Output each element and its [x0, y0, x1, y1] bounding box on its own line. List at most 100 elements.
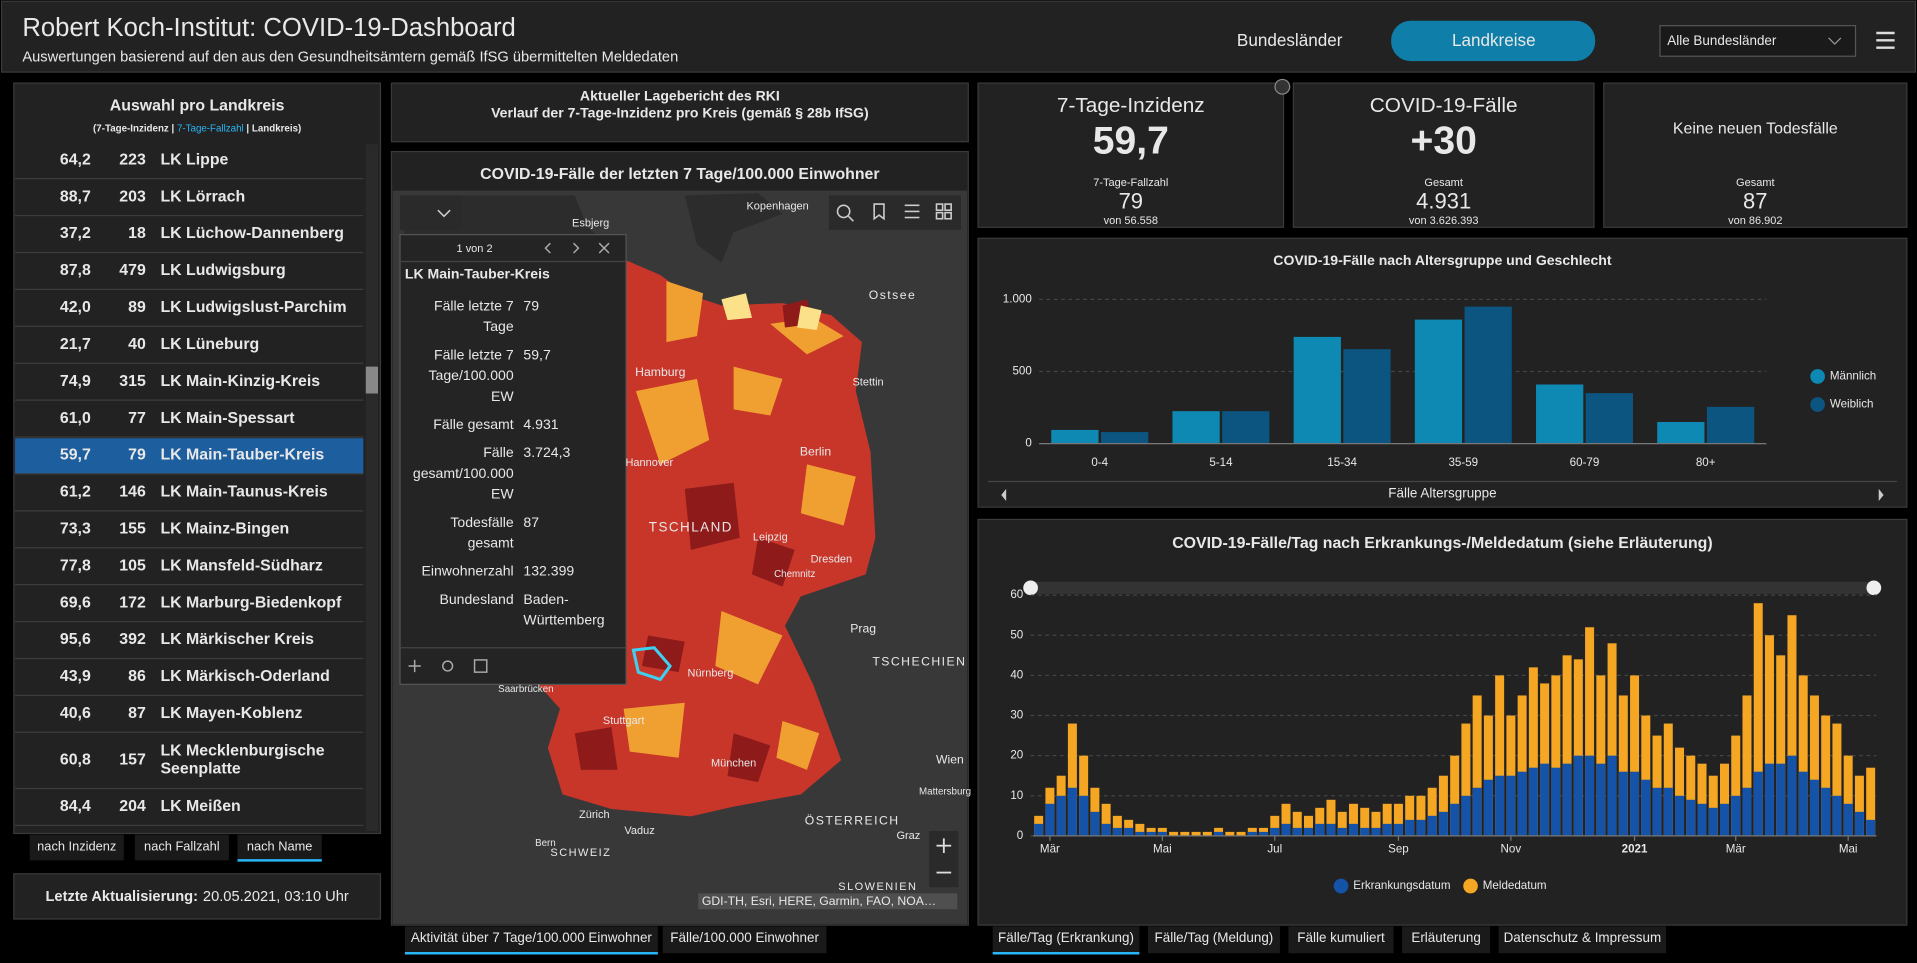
bottom-tab-label[interactable]: Erläuterung — [1411, 930, 1480, 945]
row-cases[interactable]: 79 — [128, 447, 146, 464]
row-cases[interactable]: 155 — [119, 520, 146, 537]
row-name[interactable]: LK Ludwigsburg — [160, 262, 285, 279]
row-incidence[interactable]: 21,7 — [60, 336, 91, 353]
row-cases[interactable]: 105 — [119, 557, 146, 574]
row-incidence[interactable]: 77,8 — [60, 557, 91, 574]
row-incidence[interactable]: 69,6 — [60, 594, 91, 611]
row-cases[interactable]: 89 — [128, 299, 146, 316]
row-name[interactable]: Seenplatte — [160, 761, 240, 778]
row-name[interactable]: LK Main-Spessart — [160, 410, 295, 427]
row-cases[interactable]: 203 — [119, 188, 146, 205]
sort-button-label[interactable]: nach Name — [247, 838, 313, 853]
row-incidence[interactable]: 61,2 — [60, 484, 91, 501]
map-tab-label[interactable]: Fälle/100.000 Einwohner — [670, 930, 819, 945]
bottom-tab[interactable] — [1498, 926, 1667, 954]
row-incidence[interactable]: 95,6 — [60, 631, 91, 648]
row-incidence[interactable]: 60,8 — [60, 752, 91, 769]
dropdown-box[interactable] — [1659, 25, 1857, 57]
row-cases[interactable]: 315 — [119, 373, 146, 390]
row-name[interactable]: LK Main-Kinzig-Kreis — [160, 373, 320, 390]
bottom-tab-label[interactable]: Datenschutz & Impressum — [1504, 930, 1662, 945]
row-incidence[interactable]: 37,2 — [60, 225, 91, 242]
row-cases[interactable]: 18 — [128, 225, 146, 242]
row-incidence[interactable]: 43,9 — [60, 668, 91, 685]
slider-handle[interactable] — [1866, 580, 1882, 596]
bottom-tab-label[interactable]: Fälle/Tag (Meldung) — [1155, 930, 1274, 945]
bottom-tab-label[interactable]: Fälle kumuliert — [1297, 930, 1385, 945]
row-incidence[interactable]: 87,8 — [60, 262, 91, 279]
bottom-tab[interactable] — [1288, 926, 1394, 954]
nav-button[interactable]: Bundesländer — [1237, 31, 1343, 50]
row-name[interactable]: LK Main-Taunus-Kreis — [160, 484, 327, 501]
range-slider[interactable] — [1030, 581, 1874, 594]
report-line[interactable]: Aktueller Lagebericht des RKI — [580, 87, 780, 103]
scrollbar-thumb[interactable] — [365, 366, 379, 394]
list-legend-part: 7-Tage-Fallzahl — [177, 123, 244, 134]
slider-handle[interactable] — [1023, 580, 1038, 596]
row-cases[interactable]: 172 — [119, 594, 146, 611]
nav-button[interactable]: Landkreise — [1452, 31, 1536, 50]
row-cases[interactable]: 392 — [119, 631, 146, 648]
row-name[interactable]: LK Ludwigslust-Parchim — [160, 299, 346, 316]
map-popup[interactable] — [399, 234, 627, 685]
row-incidence[interactable]: 74,9 — [60, 373, 91, 390]
map-tab[interactable] — [662, 926, 827, 954]
row-cases[interactable]: 157 — [119, 752, 146, 769]
row-name[interactable]: LK Lörrach — [160, 188, 245, 205]
sort-button[interactable] — [237, 834, 322, 861]
bar — [1832, 723, 1842, 836]
report-panel[interactable] — [390, 82, 969, 143]
row-cases[interactable]: 204 — [119, 798, 146, 815]
row-cases[interactable]: 146 — [119, 484, 146, 501]
row-incidence[interactable]: 40,6 — [60, 705, 91, 722]
bar — [1843, 755, 1853, 836]
row-name[interactable]: LK Mainz-Bingen — [160, 520, 289, 537]
map-tab[interactable] — [404, 926, 658, 954]
sort-button-label[interactable]: nach Fallzahl — [144, 838, 220, 853]
map-selected-district[interactable] — [631, 646, 673, 682]
expand-icon[interactable] — [1274, 78, 1291, 95]
sort-button-label[interactable]: nach Inzidenz — [37, 838, 116, 853]
report-line[interactable]: Verlauf der 7-Tage-Inzidenz pro Kreis (g… — [491, 104, 869, 120]
row-cases[interactable]: 87 — [128, 705, 146, 722]
row-name[interactable]: LK Mecklenburgische — [160, 742, 324, 759]
row-name[interactable]: LK Meißen — [160, 798, 240, 815]
sort-button[interactable] — [29, 834, 124, 861]
row-name[interactable]: LK Marburg-Biedenkopf — [160, 594, 342, 611]
nav-active-pill[interactable] — [1391, 20, 1596, 62]
row-incidence[interactable]: 88,7 — [60, 188, 91, 205]
row-cases[interactable]: 223 — [119, 151, 146, 168]
map-tool-select[interactable] — [400, 195, 462, 230]
bar — [1708, 775, 1718, 836]
scrollbar-track[interactable] — [365, 144, 379, 832]
row-cases[interactable]: 77 — [128, 410, 146, 427]
map-tab-label[interactable]: Aktivität über 7 Tage/100.000 Einwohner — [411, 930, 653, 945]
bottom-tab[interactable] — [1147, 926, 1280, 954]
row-name[interactable]: LK Main-Tauber-Kreis — [160, 447, 324, 464]
row-name[interactable]: LK Mansfeld-Südharz — [160, 557, 322, 574]
row-name[interactable]: LK Lüchow-Dannenberg — [160, 225, 343, 242]
menu-icon[interactable] — [1876, 31, 1895, 49]
list-legend: (7-Tage-Inzidenz | 7-Tage-Fallzahl | Lan… — [93, 123, 301, 134]
row-incidence[interactable]: 64,2 — [60, 151, 91, 168]
bottom-tab-label[interactable]: Fälle/Tag (Erkrankung) — [998, 930, 1134, 945]
row-cases[interactable]: 479 — [119, 262, 146, 279]
popup-controls[interactable] — [408, 242, 610, 673]
sort-button[interactable] — [134, 834, 229, 861]
row-incidence[interactable]: 59,7 — [60, 447, 91, 464]
row-cases[interactable]: 86 — [128, 668, 146, 685]
bottom-tab[interactable] — [1402, 926, 1491, 954]
row-name[interactable]: LK Lippe — [160, 151, 228, 168]
row-name[interactable]: LK Mayen-Koblenz — [160, 705, 302, 722]
row-incidence[interactable]: 61,0 — [60, 410, 91, 427]
dropdown-label[interactable]: Alle Bundesländer — [1667, 33, 1777, 48]
row-name[interactable]: LK Märkischer Kreis — [160, 631, 314, 648]
row-cases[interactable]: 40 — [128, 336, 146, 353]
row-name[interactable]: LK Lüneburg — [160, 336, 259, 353]
row-incidence[interactable]: 73,3 — [60, 520, 91, 537]
row-name[interactable]: LK Märkisch-Oderland — [160, 668, 329, 685]
bottom-tab[interactable] — [992, 926, 1140, 954]
row-incidence[interactable]: 42,0 — [60, 299, 91, 316]
row-incidence[interactable]: 84,4 — [60, 798, 91, 815]
